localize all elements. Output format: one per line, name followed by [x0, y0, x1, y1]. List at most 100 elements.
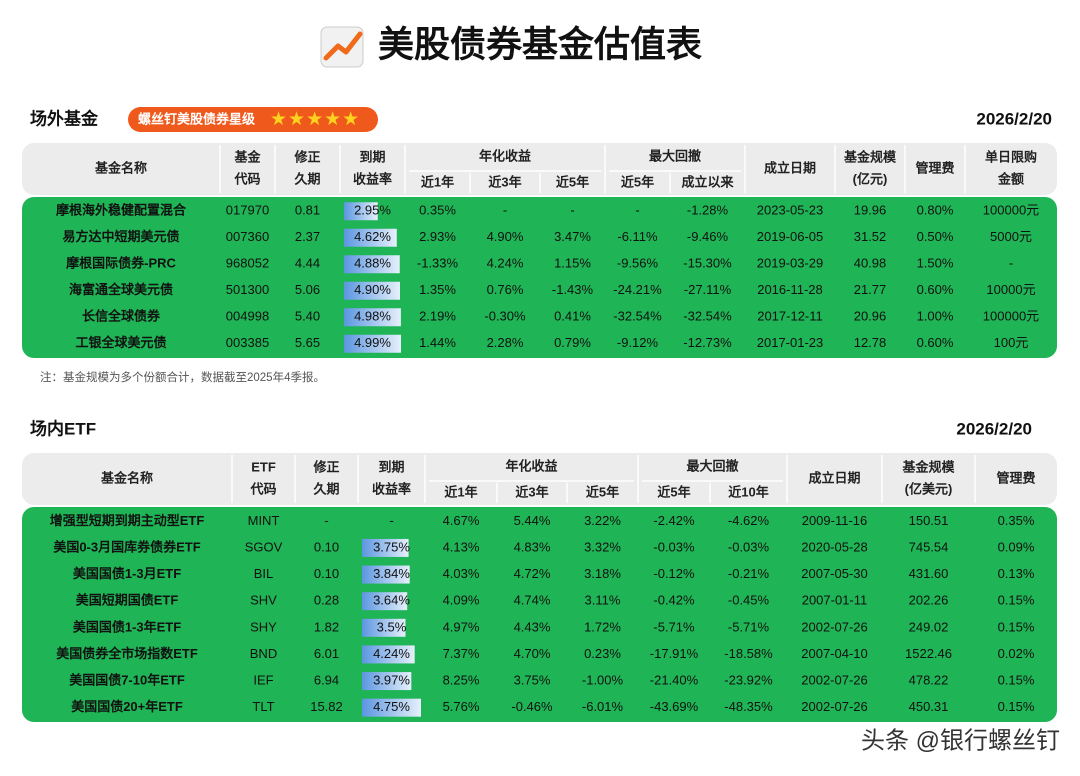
- column-header: 收益率: [372, 481, 411, 496]
- cell: 3.64%: [373, 593, 410, 608]
- column-header: 单日限购: [985, 149, 1037, 164]
- cell: IEF: [253, 673, 273, 688]
- cell: 0.60%: [917, 335, 954, 350]
- cell: 2009-11-16: [802, 513, 868, 528]
- cell: 长信全球债券: [82, 309, 161, 324]
- cell: 1.72%: [584, 619, 621, 634]
- cell: 4.70%: [514, 646, 551, 661]
- cell: 7.37%: [443, 646, 480, 661]
- cell: 017970: [226, 203, 269, 218]
- cell: 0.15%: [998, 593, 1035, 608]
- cell: -21.40%: [650, 673, 699, 688]
- section-label: 场内ETF: [30, 418, 96, 438]
- column-header: 基金名称: [100, 470, 153, 485]
- cell: 450.31: [909, 699, 949, 714]
- cell: -15.30%: [683, 256, 732, 271]
- cell: -: [1009, 256, 1013, 271]
- cell: 100000元: [983, 309, 1039, 324]
- cell: 5000元: [990, 229, 1032, 244]
- cell: 美国短期国债ETF: [76, 593, 179, 608]
- cell: 美国债券全市场指数ETF: [56, 646, 198, 661]
- data-bar: [362, 592, 408, 611]
- cell: SHY: [250, 619, 277, 634]
- cell: 4.67%: [443, 513, 480, 528]
- cell: 4.72%: [514, 566, 551, 581]
- cell: -18.58%: [724, 646, 773, 661]
- sub-header: 近10年: [728, 484, 768, 499]
- column-header: 代码: [233, 171, 260, 186]
- cell: 2002-07-26: [801, 699, 868, 714]
- cell: 3.75%: [373, 539, 410, 554]
- cell: 4.03%: [443, 566, 480, 581]
- cell: 摩根海外稳健配置混合: [56, 203, 187, 218]
- data-bar: [362, 618, 406, 637]
- column-header: 管理费: [915, 160, 954, 175]
- column-header: 金额: [997, 171, 1024, 186]
- cell: 0.15%: [998, 619, 1035, 634]
- cell: 3.32%: [584, 539, 621, 554]
- cell: -17.91%: [650, 646, 699, 661]
- cell: 0.76%: [487, 282, 524, 297]
- section-label: 场外基金: [30, 108, 99, 128]
- cell: -: [570, 203, 574, 218]
- cell: 5.06: [295, 282, 320, 297]
- group-header: 最大回撤: [649, 148, 701, 163]
- stars: ★★★★★: [270, 109, 360, 130]
- cell: -23.92%: [724, 673, 773, 688]
- watermark: 头条 @银行螺丝钉: [861, 727, 1060, 754]
- cell: 美国国债1-3月ETF: [73, 566, 181, 581]
- cell: 249.02: [909, 619, 949, 634]
- svg-text:★★★★★: ★★★★★: [270, 109, 360, 130]
- cell: 5.65: [295, 335, 320, 350]
- cell: 2020-05-28: [801, 539, 868, 554]
- cell: -43.69%: [650, 699, 699, 714]
- cell: 0.23%: [584, 646, 621, 661]
- cell: 4.83%: [514, 539, 551, 554]
- data-bar: [344, 334, 401, 353]
- cell: SGOV: [245, 539, 283, 554]
- cell: 8.25%: [443, 673, 480, 688]
- cell: 0.13%: [998, 566, 1035, 581]
- cell: -0.03%: [728, 539, 770, 554]
- cell: 478.22: [909, 673, 949, 688]
- cell: -0.30%: [484, 309, 526, 324]
- sub-header: 近5年: [621, 174, 654, 189]
- column-header: 成立日期: [808, 470, 860, 485]
- cell: -0.21%: [728, 566, 770, 581]
- column-header: 收益率: [353, 171, 392, 186]
- cell: 0.15%: [998, 673, 1035, 688]
- sub-header: 成立以来: [681, 174, 734, 189]
- cell: 431.60: [909, 566, 949, 581]
- cell: 202.26: [909, 593, 949, 608]
- data-bar: [344, 228, 397, 247]
- cell: 100000元: [983, 203, 1039, 218]
- column-header: (亿美元): [905, 481, 953, 496]
- data-bar: [362, 565, 410, 584]
- group-header: 最大回撤: [686, 458, 738, 473]
- cell: -24.21%: [613, 282, 662, 297]
- cell: 2.95%: [354, 203, 391, 218]
- cell: 10000元: [986, 282, 1035, 297]
- cell: 0.81: [295, 203, 320, 218]
- cell: -9.12%: [617, 335, 659, 350]
- cell: 4.75%: [373, 699, 410, 714]
- cell: 0.28: [314, 593, 339, 608]
- cell: 2019-06-05: [757, 229, 824, 244]
- cell: 4.09%: [443, 593, 480, 608]
- cell: 2016-11-28: [757, 282, 823, 297]
- cell: 美国0-3月国库券债券ETF: [53, 539, 200, 554]
- cell: 31.52: [854, 229, 887, 244]
- sub-header: 近1年: [421, 174, 454, 189]
- cell: 4.99%: [354, 335, 391, 350]
- cell: 海富通全球美元债: [69, 282, 173, 297]
- table-body-bg: [22, 197, 1057, 358]
- cell: 美国国债7-10年ETF: [69, 673, 185, 688]
- cell: 5.76%: [443, 699, 480, 714]
- cell: 4.97%: [443, 619, 480, 634]
- cell: 0.41%: [554, 309, 591, 324]
- cell: -48.35%: [724, 699, 773, 714]
- group-header: 年化收益: [479, 148, 531, 163]
- column-header: 基金名称: [94, 160, 147, 175]
- cell: -: [635, 203, 639, 218]
- cell: 0.35%: [419, 203, 456, 218]
